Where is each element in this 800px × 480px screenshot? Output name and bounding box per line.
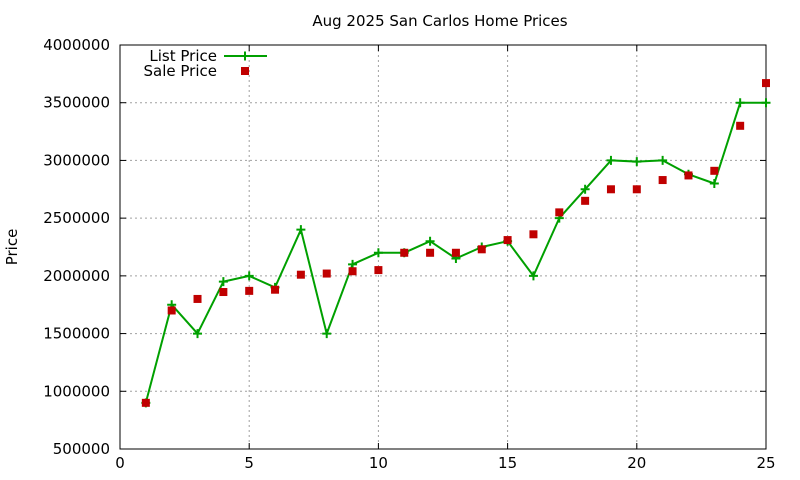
- x-tick-label: 15: [498, 454, 517, 472]
- sale-price-point: [529, 230, 538, 239]
- sale-price-point: [426, 248, 435, 257]
- y-tick-label: 1000000: [43, 382, 110, 400]
- list-price-point: [244, 271, 254, 281]
- sale-price-point: [400, 248, 409, 257]
- sale-price-point: [193, 294, 202, 303]
- sale-price-point: [606, 185, 615, 194]
- x-tick-label: 0: [115, 454, 125, 472]
- sale-price-point: [632, 185, 641, 194]
- list-price-point: [761, 98, 771, 108]
- y-tick-label: 1500000: [43, 325, 110, 343]
- sale-price-point: [374, 266, 383, 275]
- series-layer: [141, 79, 771, 408]
- sale-price-point: [451, 248, 460, 257]
- list-price-point: [709, 179, 719, 189]
- sale-price-point: [736, 121, 745, 130]
- y-tick-label: 500000: [53, 440, 110, 458]
- sale-price-point: [658, 176, 667, 185]
- list-price-point: [373, 248, 383, 258]
- sale-price-point: [219, 288, 228, 297]
- list-price-point: [606, 155, 616, 165]
- sale-price-point: [348, 267, 357, 276]
- y-tick-label: 3000000: [43, 151, 110, 169]
- x-tick-label: 25: [756, 454, 775, 472]
- list-price-point: [296, 225, 306, 235]
- x-tick-label: 10: [369, 454, 388, 472]
- list-price-point: [425, 236, 435, 246]
- x-tick-label: 5: [244, 454, 254, 472]
- sale-price-point: [581, 196, 590, 205]
- list-price-point: [193, 329, 203, 339]
- axis-ticks: 0 5 10 15 20 25 500000 1000000 1500000 2000000 250…: [43, 36, 775, 472]
- legend-marker-list-price: [240, 51, 250, 61]
- x-tick-label: 20: [627, 454, 646, 472]
- y-tick-label: 3500000: [43, 94, 110, 112]
- legend: List Price Sale Price: [144, 47, 267, 80]
- chart-title: Aug 2025 San Carlos Home Prices: [312, 12, 567, 30]
- y-tick-label: 4000000: [43, 36, 110, 54]
- list-price-point: [658, 155, 668, 165]
- sale-price-point: [684, 171, 693, 180]
- sale-price-point: [710, 166, 719, 175]
- list-price-point: [735, 98, 745, 108]
- legend-label-sale-price: Sale Price: [144, 62, 217, 80]
- sale-price-point: [245, 286, 254, 295]
- plot-area-border: [119, 44, 767, 450]
- sale-price-point: [141, 398, 150, 407]
- list-price-point: [580, 184, 590, 194]
- sale-price-point: [296, 270, 305, 279]
- sale-price-point: [555, 208, 564, 217]
- sale-price-point: [477, 245, 486, 254]
- sale-price-point: [503, 236, 512, 245]
- list-price-point: [632, 157, 642, 167]
- legend-label-list-price: List Price: [149, 47, 217, 65]
- y-axis-label: Price: [3, 229, 21, 266]
- legend-marker-sale-price: [241, 67, 249, 75]
- list-price-point: [528, 271, 538, 281]
- sale-price-point: [322, 269, 331, 278]
- y-tick-label: 2000000: [43, 267, 110, 285]
- sale-price-point: [271, 285, 280, 294]
- grid-lines: [120, 45, 766, 449]
- list-price-point: [218, 277, 228, 287]
- y-tick-label: 2500000: [43, 209, 110, 227]
- list-price-point: [322, 329, 332, 339]
- sale-price-point: [762, 79, 770, 88]
- sale-price-point: [167, 306, 176, 315]
